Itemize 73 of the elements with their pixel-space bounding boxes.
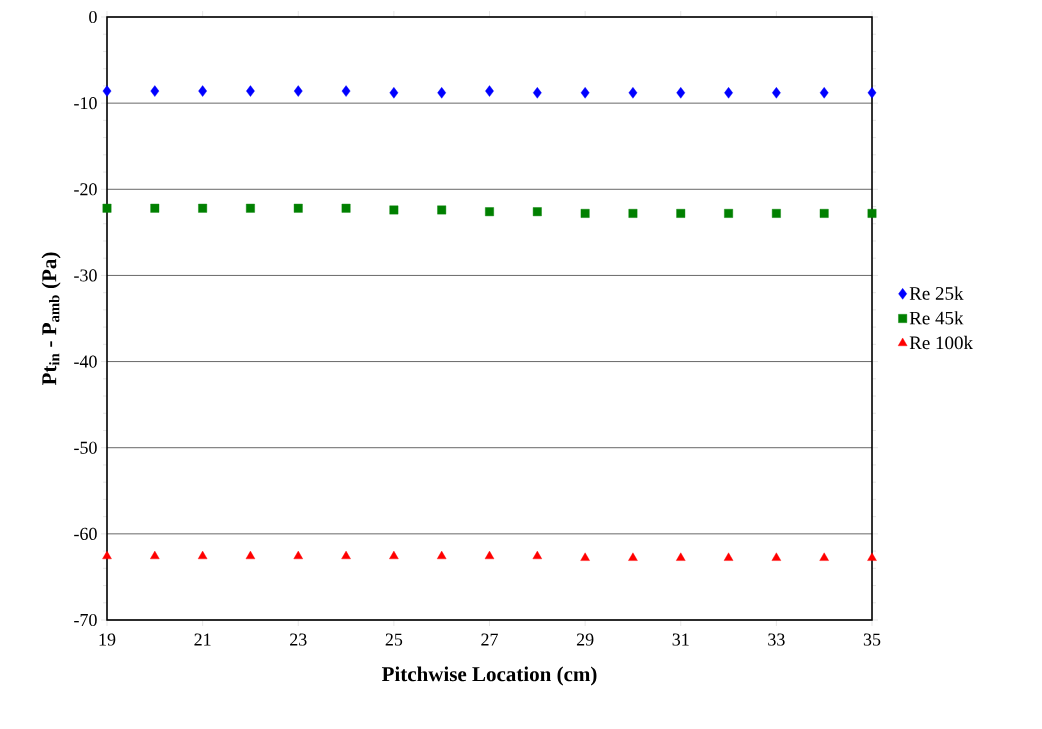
x-tick-label: 29 bbox=[576, 633, 594, 646]
point bbox=[437, 87, 447, 99]
y-tick-label: -10 bbox=[74, 97, 97, 110]
text: Pt$_{in}$ - P$_{amb}$ (Pa) bbox=[41, 252, 61, 386]
point bbox=[484, 550, 495, 560]
point bbox=[197, 550, 208, 560]
x-tick-label: 35 bbox=[863, 633, 881, 646]
legend-label: Re 25k bbox=[909, 286, 964, 300]
point bbox=[867, 209, 877, 218]
point bbox=[676, 209, 686, 218]
point bbox=[102, 85, 112, 97]
x-tick-label: 25 bbox=[385, 633, 403, 646]
point bbox=[628, 87, 638, 99]
x-tick-label: 33 bbox=[768, 633, 785, 646]
point bbox=[246, 85, 255, 97]
y-tick-label: -30 bbox=[74, 269, 97, 282]
point bbox=[246, 203, 255, 213]
point bbox=[389, 205, 399, 215]
point bbox=[580, 87, 590, 99]
point bbox=[532, 207, 542, 217]
x-tick-label: 21 bbox=[194, 633, 211, 646]
point bbox=[628, 552, 638, 561]
point bbox=[580, 552, 590, 561]
x-tick-label: 27 bbox=[481, 633, 498, 646]
point bbox=[628, 209, 638, 218]
y-tick-label: 0 bbox=[89, 10, 97, 24]
point bbox=[771, 209, 781, 218]
legend-label: Re 100k bbox=[909, 335, 974, 350]
x-tick-label: 31 bbox=[672, 633, 689, 646]
point bbox=[532, 87, 542, 99]
point bbox=[293, 203, 303, 213]
point bbox=[150, 550, 160, 560]
y-tick-label: -40 bbox=[74, 355, 97, 368]
point bbox=[436, 550, 447, 560]
x-axis-title: Pitchwise Location (cm) bbox=[381, 666, 597, 686]
point bbox=[293, 85, 303, 97]
point bbox=[819, 87, 829, 99]
legend-label: Re 45k bbox=[909, 311, 964, 325]
point bbox=[198, 203, 208, 213]
point bbox=[772, 87, 781, 99]
y-tick-label: -50 bbox=[74, 441, 97, 454]
point bbox=[676, 552, 686, 561]
point bbox=[150, 203, 160, 213]
point bbox=[485, 85, 494, 97]
point bbox=[532, 550, 543, 560]
point bbox=[437, 205, 447, 215]
point bbox=[150, 85, 160, 97]
point bbox=[341, 550, 351, 560]
x-tick-label: 19 bbox=[99, 633, 116, 646]
point bbox=[389, 87, 399, 99]
point bbox=[389, 550, 399, 560]
point bbox=[819, 552, 829, 561]
point bbox=[198, 85, 207, 97]
point bbox=[676, 87, 686, 99]
point bbox=[819, 209, 829, 218]
point bbox=[341, 85, 351, 97]
y-tick-label: -20 bbox=[74, 183, 97, 196]
y-tick-label: -60 bbox=[74, 527, 97, 540]
point bbox=[102, 203, 112, 213]
y-tick-label: -70 bbox=[74, 613, 97, 627]
point bbox=[102, 550, 112, 560]
point bbox=[485, 207, 494, 217]
point bbox=[723, 552, 734, 561]
point bbox=[867, 552, 877, 561]
x-tick-label: 23 bbox=[290, 633, 307, 646]
point bbox=[724, 87, 733, 99]
point bbox=[580, 209, 590, 218]
point bbox=[867, 87, 877, 99]
point bbox=[245, 550, 256, 560]
point bbox=[341, 203, 351, 213]
point bbox=[724, 209, 733, 218]
point bbox=[771, 552, 782, 561]
point bbox=[293, 550, 303, 560]
